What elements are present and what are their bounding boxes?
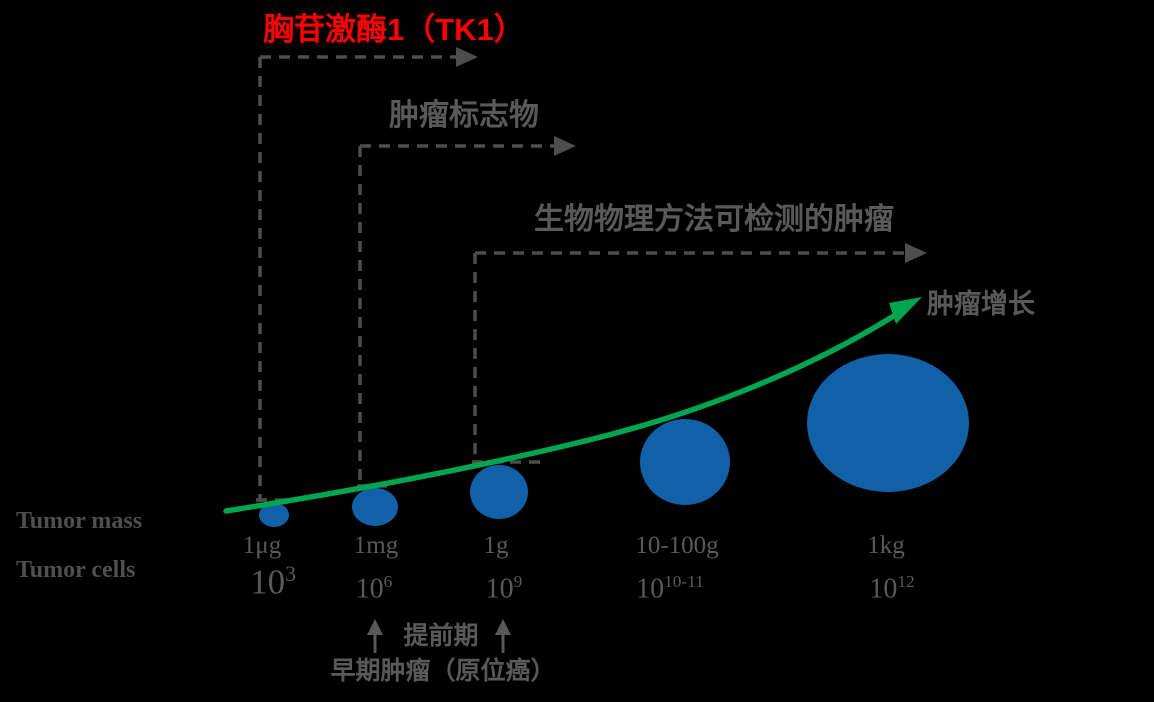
stage-1-mass-value: 1μg: [242, 532, 282, 559]
stage-2-cells-value: 106: [356, 572, 393, 605]
tumor-marker-dashed-arrow: [357, 144, 554, 488]
biophysical-arrowhead-icon: [905, 243, 927, 263]
biophysical-dashed-arrow: [472, 251, 905, 464]
stage-3-cells-base: 10: [485, 573, 514, 605]
tk1-label: 胸苷激酶1（TK1）: [263, 12, 525, 47]
stage-1-cells-value: 103: [250, 562, 296, 602]
stage-5-mass-value: 1kg: [867, 532, 905, 559]
stage-3-mass-value: 1g: [483, 532, 509, 559]
early-tumor-label: 早期肿瘤（原位癌）: [330, 657, 556, 685]
stage-2-cells-base: 10: [355, 573, 384, 605]
stage-5-cells-exponent: 12: [897, 572, 915, 591]
stage-2-cells-exponent: 6: [383, 572, 393, 591]
stage-3-cells-exponent: 9: [513, 572, 523, 591]
growth-curve-arrowhead-icon: [889, 297, 922, 324]
lead-time-arrow-right-head-icon: [495, 619, 511, 635]
stage-3-cells-value: 109: [486, 572, 523, 605]
tumor-marker-arrowhead-icon: [554, 136, 576, 156]
growth-curve: [223, 309, 903, 514]
tumor-circle-1kg: [807, 354, 969, 492]
stage-4-cells-base: 10: [636, 573, 665, 605]
stage-5-cells-base: 10: [869, 573, 898, 605]
tumor-growth-label: 肿瘤增长: [927, 289, 1035, 319]
tumor-circle-1g: [470, 465, 528, 519]
stage-1-cells-base: 10: [250, 562, 286, 602]
tk1-arrowhead-icon: [456, 47, 478, 67]
tumor-circle-10-100g: [640, 419, 730, 505]
tumor-cells-row-label: Tumor cells: [16, 557, 136, 583]
stage-4-cells-exponent: 10-11: [664, 572, 704, 591]
stage-5-cells-value: 1012: [869, 572, 914, 605]
stage-4-mass-value: 10-100g: [635, 532, 719, 559]
tumor-marker-label: 肿瘤标志物: [389, 99, 539, 132]
stage-1-cells-exponent: 3: [285, 562, 296, 586]
stage-4-cells-value: 1010-11: [636, 572, 704, 605]
tumor-mass-row-label: Tumor mass: [16, 508, 143, 534]
biophysical-detection-label: 生物物理方法可检测的肿瘤: [534, 203, 894, 236]
lead-time-label: 提前期: [403, 622, 479, 650]
lead-time-arrow-left-head-icon: [367, 619, 383, 635]
stage-2-mass-value: 1mg: [353, 532, 399, 559]
tumor-circle-1mg: [352, 488, 398, 526]
tumor-circle-1ug: [259, 503, 289, 527]
